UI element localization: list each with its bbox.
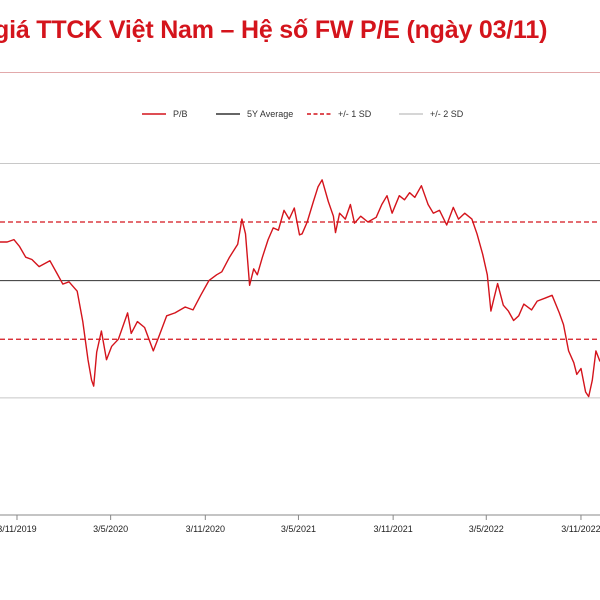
reference-lines <box>0 162 600 399</box>
x-axis-ticks: 3/11/2019 3/5/2020 3/11/2020 3/5/2021 3/11/2… <box>0 515 600 534</box>
chart-title: giá TTCK Việt Nam – Hệ số FW P/E (ngày 0… <box>0 16 548 44</box>
legend-label-3: +/- 2 SD <box>430 109 464 119</box>
series-line-0 <box>0 179 600 398</box>
x-tick-label-0: 3/11/2019 <box>0 524 37 534</box>
series-group <box>0 179 600 398</box>
x-tick-label-2: 3/11/2020 <box>186 524 225 534</box>
title-underline <box>0 72 600 73</box>
legend-label-0: P/B <box>173 109 188 119</box>
x-tick-label-1: 3/5/2020 <box>93 524 128 534</box>
x-tick-label-6: 3/11/2022 <box>561 524 600 534</box>
legend-label-2: +/- 1 SD <box>338 109 372 119</box>
x-tick-label-4: 3/11/2021 <box>373 524 412 534</box>
x-tick-label-3: 3/5/2021 <box>281 524 316 534</box>
chart-legend: P/B 5Y Average +/- 1 SD +/- 2 SD <box>142 109 464 119</box>
legend-label-1: 5Y Average <box>247 109 293 119</box>
x-tick-label-5: 3/5/2022 <box>469 524 504 534</box>
